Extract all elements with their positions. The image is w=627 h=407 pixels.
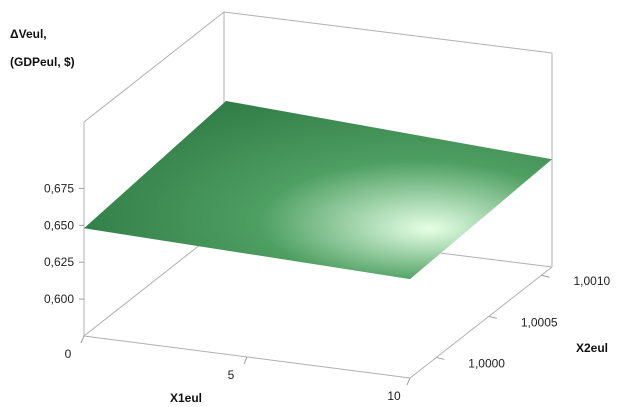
x-tick-mark <box>406 377 411 386</box>
x-tick-label: 10 <box>387 389 401 403</box>
box-top-back <box>223 11 553 54</box>
box-top-left <box>83 11 225 123</box>
z-tick-label: 0,675 <box>44 181 74 195</box>
z-tick-label: 0,625 <box>44 255 74 269</box>
x-tick-mark <box>80 335 85 344</box>
surface-plane <box>84 101 552 280</box>
x-tick-label: 0 <box>65 347 72 361</box>
y-tick-mark <box>436 356 445 360</box>
x-axis: 0 5 10 <box>65 335 411 403</box>
z-tick-label: 0,600 <box>44 292 74 306</box>
y-axis-title: X2eul <box>576 341 608 355</box>
z-axis: 0,600 0,625 0,650 0,675 <box>44 181 84 306</box>
x-tick-mark <box>243 356 248 365</box>
y-axis: 1,0000 1,0005 1,0010 <box>436 274 611 370</box>
y-tick-label: 1,0005 <box>521 315 558 329</box>
y-tick-label: 1,0000 <box>468 356 505 370</box>
z-tick-label: 0,650 <box>44 218 74 232</box>
box-floor-front-y <box>409 266 553 379</box>
y-tick-mark <box>541 274 550 278</box>
x-axis-title: X1eul <box>170 391 202 405</box>
y-tick-label: 1,0010 <box>573 274 610 288</box>
x-tick-label: 5 <box>228 368 235 382</box>
y-tick-mark <box>488 315 498 319</box>
z-axis-title-line1: ΔVeul, <box>10 27 47 41</box>
z-axis-title-line2: (GDPeul, $) <box>10 55 75 69</box>
